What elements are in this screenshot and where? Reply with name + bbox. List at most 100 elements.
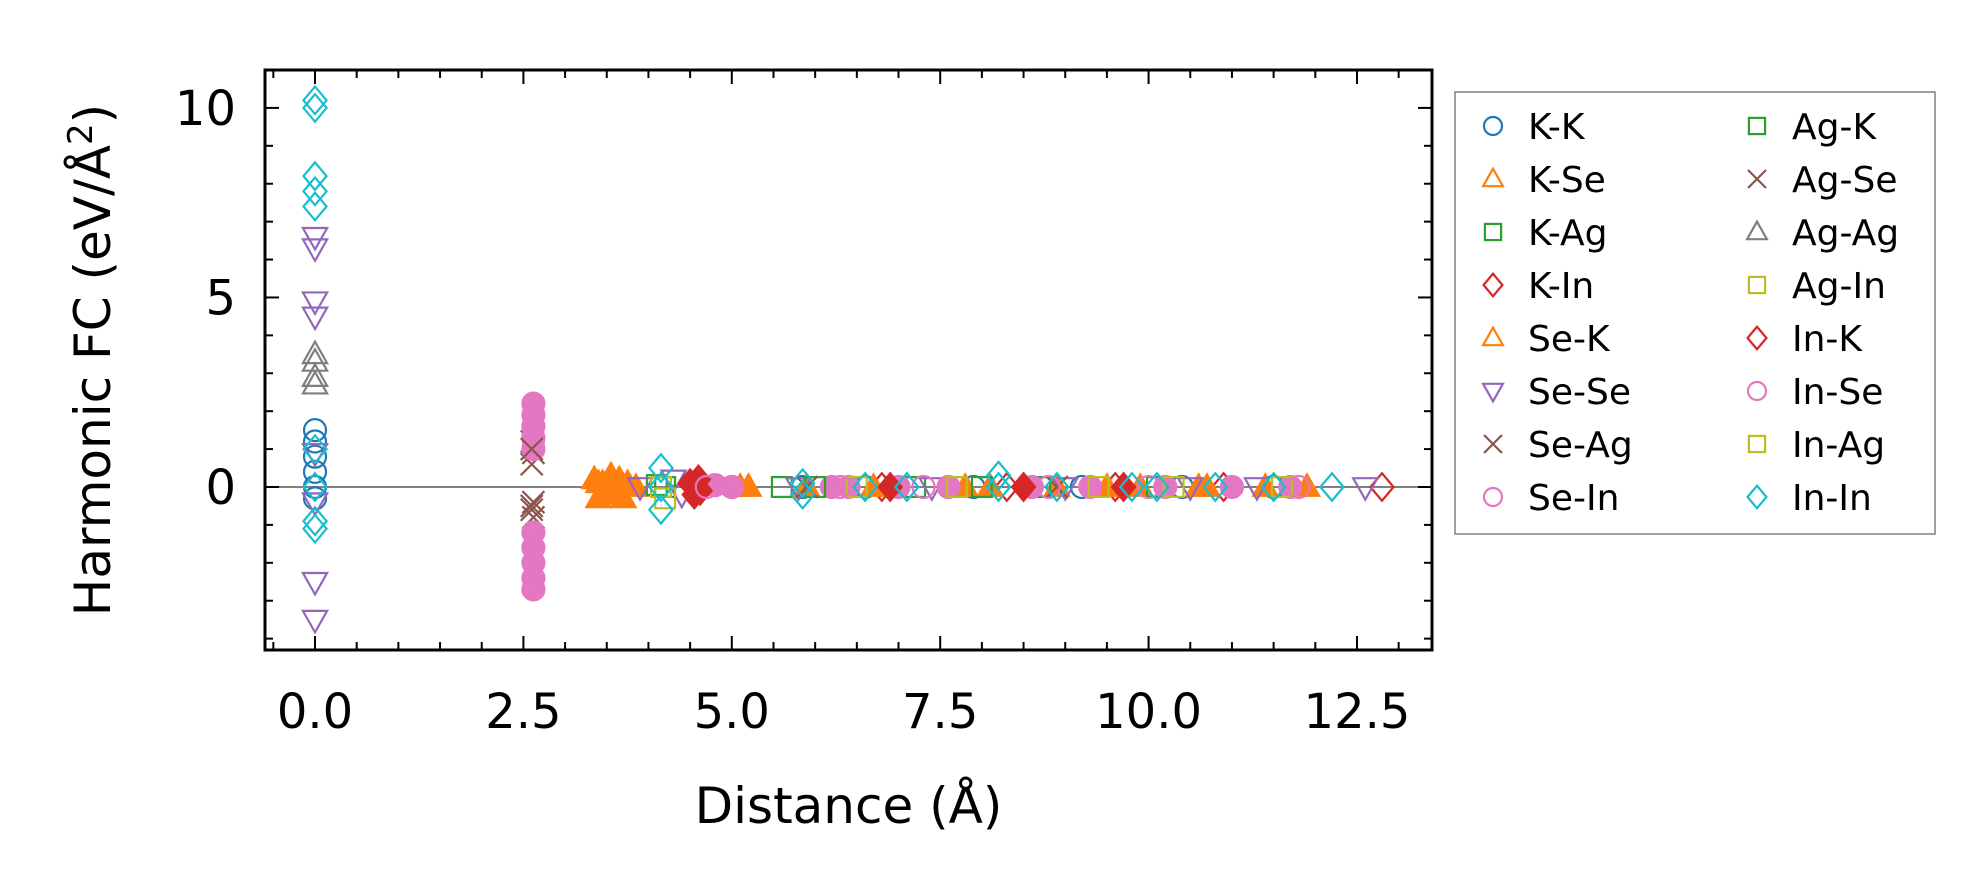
- point-ag-in: [845, 475, 868, 498]
- legend-label-k-in: K-In: [1528, 266, 1594, 307]
- legend-marker-k-in: [1482, 272, 1504, 298]
- legend-label-se-in: Se-In: [1528, 478, 1619, 519]
- point-se-se: [301, 306, 329, 332]
- point-ag-k: [970, 475, 993, 498]
- point-in-se: [719, 474, 744, 500]
- legend-marker-k-ag: [1483, 222, 1503, 242]
- point-se-se: [301, 609, 329, 635]
- y-tick-label: 0: [205, 460, 236, 516]
- point-in-in: [985, 460, 1012, 492]
- point-in-se: [1036, 474, 1061, 500]
- point-se-k: [584, 468, 613, 494]
- y-axis-label: Harmonic FC (eV/Å2): [61, 104, 122, 616]
- legend-marker-in-se: [1746, 380, 1768, 402]
- y-axis-label-close: ): [64, 104, 122, 124]
- series-ag-in: [654, 475, 1293, 510]
- legend-label-ag-k: Ag-K: [1792, 107, 1877, 148]
- axes: 0.0 2.5 5.0 7.5 10.0 12.5 0 5 10 Distance (Å) Harm…: [61, 68, 1434, 835]
- point-se-se: [301, 571, 329, 597]
- point-in-k: [687, 475, 714, 507]
- series-in-se: [694, 474, 1311, 500]
- legend-label-in-in: In-In: [1792, 478, 1872, 519]
- point-in-in: [852, 471, 879, 503]
- legend-item-k-se: K-Se: [1481, 160, 1606, 201]
- point-in-in: [302, 175, 329, 207]
- point-in-in: [647, 452, 674, 484]
- legend-label-ag-se: Ag-Se: [1792, 160, 1897, 201]
- point-in-in: [302, 191, 329, 222]
- point-in-in: [647, 471, 674, 503]
- point-in-in: [302, 505, 329, 537]
- point-in-k: [1010, 471, 1037, 503]
- point-in-in: [893, 471, 920, 503]
- point-in-in: [1143, 471, 1170, 503]
- legend-item-se-in: Se-In: [1482, 478, 1619, 519]
- x-tick-label: 5.0: [694, 684, 770, 740]
- point-se-k: [1192, 472, 1221, 497]
- point-in-in: [1260, 471, 1287, 503]
- point-in-in: [302, 160, 329, 192]
- legend-marker-ag-k: [1747, 116, 1767, 136]
- x-tick-label: 0.0: [277, 684, 353, 740]
- legend-marker-k-k: [1482, 115, 1504, 137]
- legend-label-in-k: In-K: [1792, 319, 1863, 360]
- point-in-ag: [945, 475, 968, 498]
- point-se-k: [601, 479, 630, 505]
- point-se-in: [936, 474, 961, 500]
- legend-label-ag-in: Ag-In: [1792, 266, 1886, 307]
- y-axis-label-superscript: 2: [61, 123, 101, 145]
- legend-item-se-ag: Se-Ag: [1483, 425, 1633, 466]
- data-layer: [265, 84, 1432, 635]
- point-in-se: [828, 474, 853, 500]
- point-ag-in: [1270, 475, 1293, 498]
- point-ag-se: [519, 494, 544, 518]
- legend-marker-ag-in: [1747, 275, 1767, 295]
- legend-label-in-se: In-Se: [1792, 372, 1883, 413]
- legend-marker-in-k: [1746, 325, 1768, 351]
- point-ag-ag: [301, 362, 329, 387]
- point-in-in: [302, 92, 329, 124]
- y-tick-label: 5: [205, 270, 236, 326]
- legend-marker-ag-ag: [1745, 219, 1769, 241]
- plot-area: [265, 84, 1432, 635]
- point-in-in: [1043, 471, 1070, 503]
- point-se-se: [301, 238, 329, 264]
- point-in-in: [985, 471, 1012, 503]
- point-se-in: [521, 577, 546, 602]
- point-in-in: [1318, 471, 1345, 503]
- point-ag-k: [804, 475, 827, 498]
- x-tick-label: 12.5: [1304, 684, 1411, 740]
- point-ag-in: [1087, 475, 1110, 498]
- legend-item-se-k: Se-K: [1481, 319, 1611, 360]
- y-axis-label-main: Harmonic FC (eV/Å: [64, 145, 122, 616]
- legend-item-in-k: In-K: [1746, 319, 1863, 360]
- point-in-in: [302, 84, 329, 116]
- point-se-se: [301, 291, 329, 317]
- y-tick-label: 10: [175, 81, 236, 137]
- point-in-se: [911, 474, 936, 500]
- legend-item-ag-k: Ag-K: [1747, 107, 1877, 148]
- series-ag-ag: [301, 339, 329, 395]
- point-k-se: [621, 472, 650, 497]
- legend-item-k-k: K-K: [1482, 107, 1586, 148]
- point-in-in: [647, 494, 674, 526]
- legend-item-in-ag: In-Ag: [1747, 425, 1885, 466]
- legend-marker-in-in: [1746, 484, 1768, 510]
- legend-marker-se-k: [1481, 325, 1505, 347]
- point-in-in: [302, 433, 329, 465]
- legend-item-ag-se: Ag-Se: [1747, 160, 1897, 201]
- point-se-in: [1078, 474, 1103, 500]
- point-se-se: [626, 477, 655, 502]
- point-k-k: [302, 459, 328, 484]
- point-se-ag: [519, 497, 544, 522]
- legend-item-k-ag: K-Ag: [1483, 213, 1608, 254]
- legend-item-k-in: K-In: [1482, 266, 1594, 307]
- point-in-se: [1136, 474, 1161, 500]
- legend: K-K K-Se K-Ag K-In Se-K Se-Se Se-Ag Se-In Ag-K Ag…: [1454, 91, 1936, 535]
- legend-label-k-k: K-K: [1528, 107, 1586, 148]
- point-se-se: [1351, 477, 1380, 502]
- legend-box: [1454, 91, 1936, 535]
- legend-item-se-se: Se-Se: [1481, 372, 1631, 413]
- legend-marker-ag-se: [1747, 169, 1767, 189]
- point-ag-in: [654, 487, 677, 510]
